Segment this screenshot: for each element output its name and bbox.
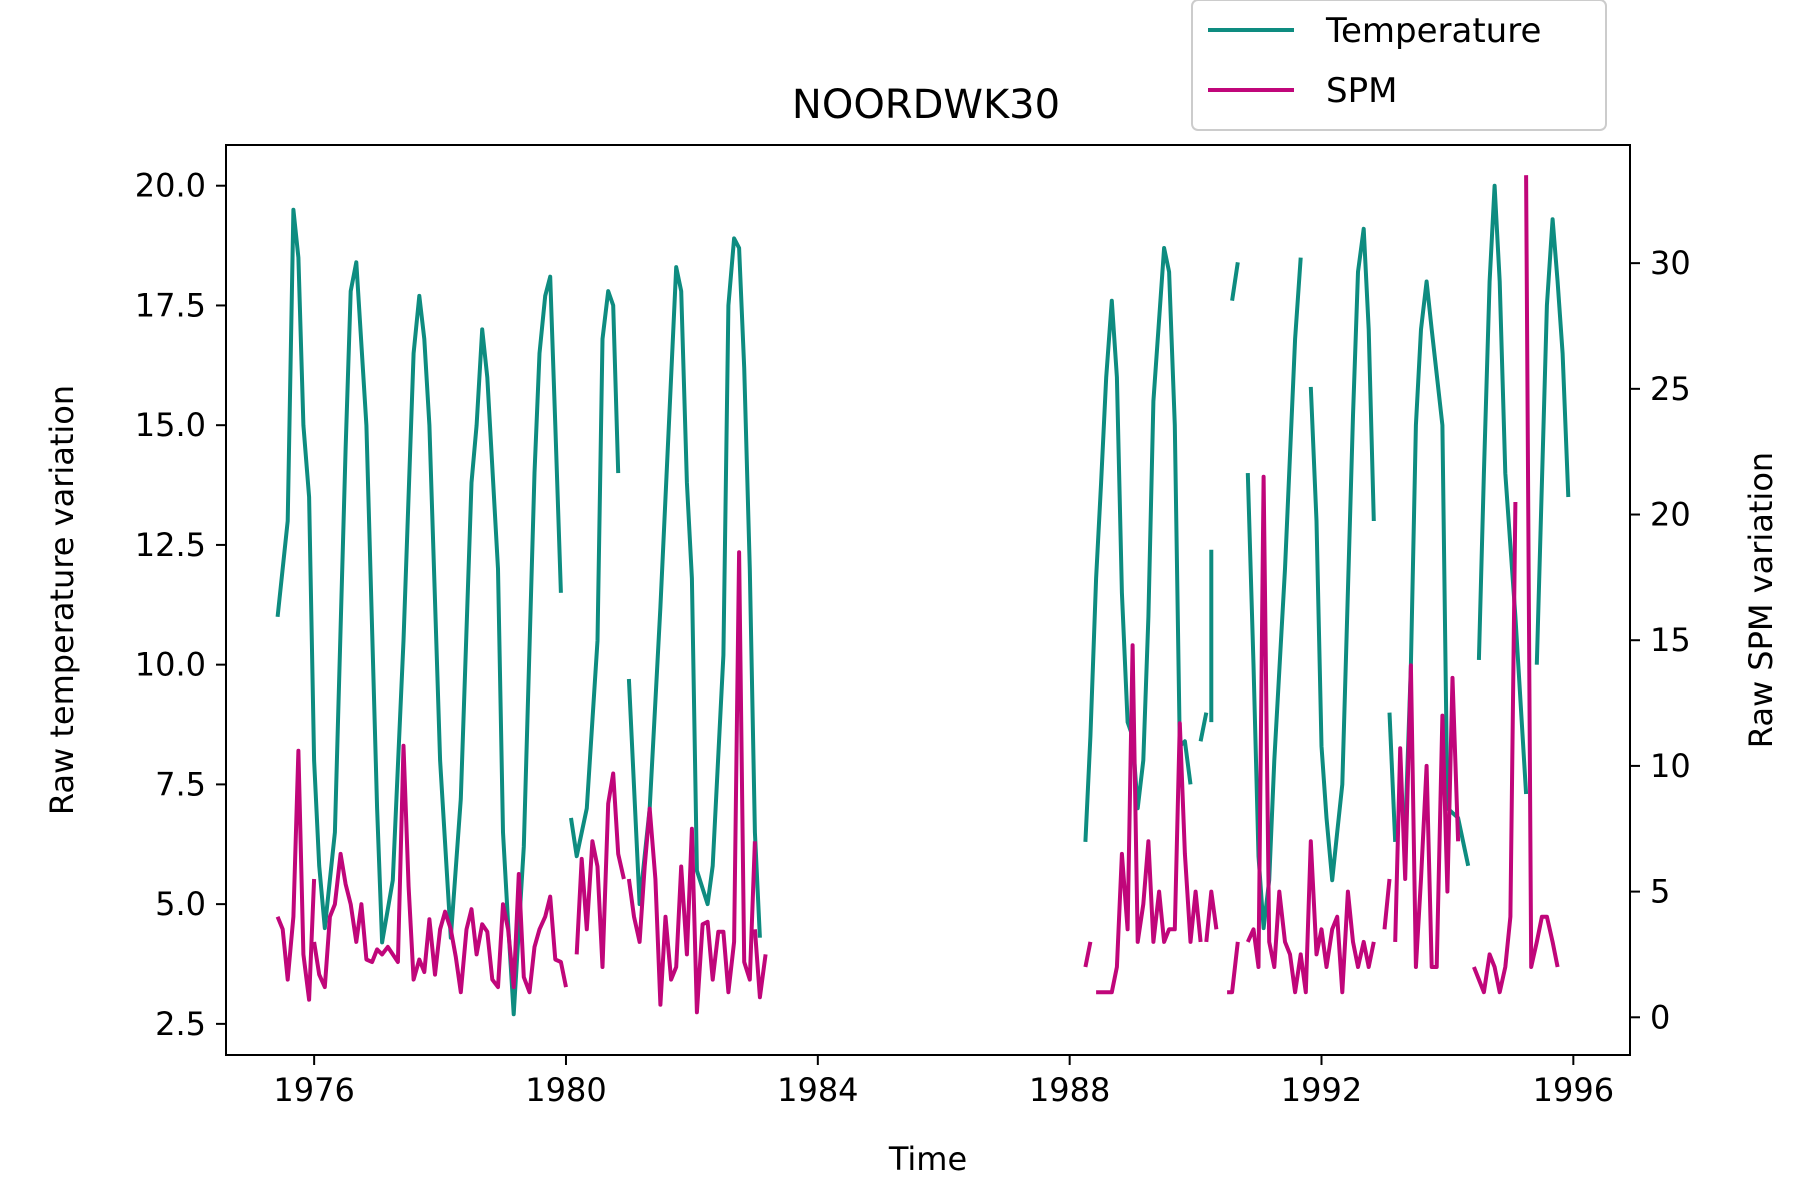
legend-box (1191, 0, 1607, 131)
series-line-spm (275, 748, 317, 1002)
x-tick-label: 1988 (1029, 1071, 1110, 1109)
y-tick-label: 12.5 (135, 526, 206, 564)
y2-tick-label: 30 (1650, 244, 1691, 282)
series-line-temperature (1476, 183, 1529, 795)
y2-tick-label: 15 (1650, 621, 1691, 659)
series-line-temperature (1230, 262, 1240, 301)
series-line-spm (312, 743, 568, 995)
y-tick-label: 7.5 (155, 765, 206, 803)
chart-title: NOORDWK30 (792, 82, 1060, 128)
series-line-temperature (1403, 279, 1471, 867)
series-line-temperature (1083, 246, 1193, 842)
y-axis-right: 0 5 10 15 20 25 30 (1630, 244, 1691, 1036)
y-tick-label: 17.5 (135, 286, 206, 324)
series-line-temperature (626, 236, 762, 938)
y2-tick-label: 25 (1650, 370, 1691, 408)
y2-tick-label: 10 (1650, 747, 1691, 785)
legend-label-temperature: Temperature (1325, 11, 1541, 51)
y2-tick-label: 20 (1650, 496, 1691, 534)
x-tick-label: 1992 (1281, 1071, 1362, 1109)
series-line-temperature (1308, 226, 1376, 883)
x-axis-label: Time (888, 1140, 967, 1178)
series-line-temperature (1198, 712, 1209, 742)
x-tick-label: 1984 (777, 1071, 858, 1109)
plot-area (275, 175, 1571, 1017)
y-tick-label: 20.0 (135, 167, 206, 205)
x-tick-label: 1976 (273, 1071, 354, 1109)
y2-axis-label: Raw SPM variation (1742, 452, 1780, 748)
series-line-spm (574, 771, 626, 969)
series-line-spm (1472, 501, 1518, 995)
y2-tick-label: 0 (1650, 998, 1670, 1036)
series-line-temperature (1245, 257, 1303, 931)
x-tick-label: 1980 (525, 1071, 606, 1109)
legend-label-spm: SPM (1326, 71, 1397, 111)
series-line-spm (1096, 643, 1203, 995)
y-axis-label: Raw temperature variation (43, 385, 81, 815)
series-line-spm (626, 550, 757, 1015)
series-line-temperature (275, 207, 563, 1017)
series-line-spm (1227, 941, 1240, 995)
series-line-spm (1382, 878, 1392, 930)
series-line-spm (1245, 474, 1376, 995)
series-line-spm (1083, 941, 1093, 968)
y-tick-label: 15.0 (135, 406, 206, 444)
x-tick-label: 1996 (1533, 1071, 1614, 1109)
plot-frame (225, 144, 1631, 1056)
legend: Temperature SPM (1191, 0, 1607, 131)
series-line-spm (752, 929, 768, 1000)
x-axis: 1976 1980 1984 1988 1992 1996 (273, 1055, 1614, 1109)
series-line-spm (1524, 175, 1560, 969)
series-line-spm (1204, 889, 1219, 943)
series-line-temperature (569, 289, 621, 859)
series-line-temperature (1534, 217, 1571, 665)
y-tick-label: 5.0 (155, 885, 206, 923)
y2-tick-label: 5 (1650, 873, 1670, 911)
y-tick-label: 10.0 (135, 646, 206, 684)
series-line-spm (1393, 663, 1461, 969)
series-line-temperature (1387, 712, 1398, 842)
y-axis-left: 2.5 5.0 7.5 10.0 12.5 15.0 17.5 20.0 (135, 167, 226, 1043)
y-tick-label: 2.5 (155, 1005, 206, 1043)
